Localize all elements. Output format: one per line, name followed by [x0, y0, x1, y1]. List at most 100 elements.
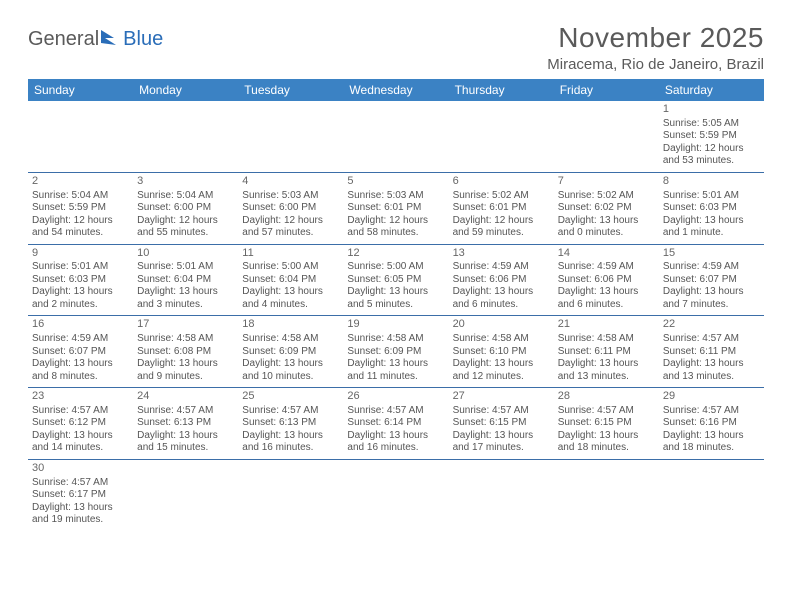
calendar-day: 9Sunrise: 5:01 AMSunset: 6:03 PMDaylight…	[28, 244, 133, 316]
calendar-day: 17Sunrise: 4:58 AMSunset: 6:08 PMDayligh…	[133, 316, 238, 388]
daylight-text: and 1 minute.	[663, 227, 760, 240]
sunset-text: Sunset: 6:12 PM	[32, 417, 129, 430]
sunrise-text: Sunrise: 4:58 AM	[453, 333, 550, 346]
daylight-text: and 8 minutes.	[32, 371, 129, 384]
sunset-text: Sunset: 6:11 PM	[558, 346, 655, 359]
empty-cell	[554, 101, 659, 172]
sunset-text: Sunset: 5:59 PM	[32, 202, 129, 215]
day-number: 27	[453, 390, 550, 404]
sunset-text: Sunset: 6:01 PM	[347, 202, 444, 215]
daylight-text: Daylight: 13 hours	[347, 358, 444, 371]
location-text: Miracema, Rio de Janeiro, Brazil	[547, 56, 764, 73]
daylight-text: and 16 minutes.	[242, 442, 339, 455]
logo: General Blue	[28, 28, 163, 51]
sunset-text: Sunset: 6:10 PM	[453, 346, 550, 359]
sunrise-text: Sunrise: 5:03 AM	[347, 190, 444, 203]
sunrise-text: Sunrise: 5:05 AM	[663, 118, 760, 131]
daylight-text: Daylight: 13 hours	[453, 286, 550, 299]
daylight-text: and 53 minutes.	[663, 155, 760, 168]
title-block: November 2025 Miracema, Rio de Janeiro, …	[547, 22, 764, 73]
calendar-day: 26Sunrise: 4:57 AMSunset: 6:14 PMDayligh…	[343, 388, 448, 460]
calendar-day: 11Sunrise: 5:00 AMSunset: 6:04 PMDayligh…	[238, 244, 343, 316]
calendar-day: 15Sunrise: 4:59 AMSunset: 6:07 PMDayligh…	[659, 244, 764, 316]
sunset-text: Sunset: 6:09 PM	[242, 346, 339, 359]
daylight-text: and 0 minutes.	[558, 227, 655, 240]
day-number: 7	[558, 175, 655, 189]
calendar-week: 2Sunrise: 5:04 AMSunset: 5:59 PMDaylight…	[28, 172, 764, 244]
sunrise-text: Sunrise: 4:59 AM	[32, 333, 129, 346]
daylight-text: and 6 minutes.	[453, 299, 550, 312]
day-header: Tuesday	[238, 79, 343, 101]
sunrise-text: Sunrise: 4:59 AM	[663, 261, 760, 274]
page-title: November 2025	[547, 22, 764, 54]
sunset-text: Sunset: 6:02 PM	[558, 202, 655, 215]
calendar-week: 30Sunrise: 4:57 AMSunset: 6:17 PMDayligh…	[28, 459, 764, 530]
daylight-text: Daylight: 12 hours	[32, 215, 129, 228]
sunrise-text: Sunrise: 4:59 AM	[558, 261, 655, 274]
day-number: 12	[347, 247, 444, 261]
daylight-text: Daylight: 12 hours	[453, 215, 550, 228]
day-number: 26	[347, 390, 444, 404]
day-number: 11	[242, 247, 339, 261]
calendar-week: 23 Sunrise: 4:57 AM Sunset: 6:12 PM Dayligh…	[28, 388, 764, 460]
header: General Blue November 2025 Miracema, Rio…	[28, 22, 764, 73]
daylight-text: and 11 minutes.	[347, 371, 444, 384]
empty-cell	[133, 101, 238, 172]
calendar-day: 27Sunrise: 4:57 AMSunset: 6:15 PMDayligh…	[449, 388, 554, 460]
day-number: 23	[32, 390, 129, 404]
calendar-day: 10Sunrise: 5:01 AMSunset: 6:04 PMDayligh…	[133, 244, 238, 316]
calendar-day: 30Sunrise: 4:57 AMSunset: 6:17 PMDayligh…	[28, 459, 133, 530]
daylight-text: Daylight: 13 hours	[558, 286, 655, 299]
sunrise-text: Sunrise: 4:58 AM	[242, 333, 339, 346]
daylight-text: Daylight: 12 hours	[242, 215, 339, 228]
calendar-day: 29Sunrise: 4:57 AMSunset: 6:16 PMDayligh…	[659, 388, 764, 460]
sunrise-text: Sunrise: 5:01 AM	[32, 261, 129, 274]
calendar-day: 25Sunrise: 4:57 AMSunset: 6:13 PMDayligh…	[238, 388, 343, 460]
day-number: 25	[242, 390, 339, 404]
sunset-text: Sunset: 6:07 PM	[32, 346, 129, 359]
day-header: Monday	[133, 79, 238, 101]
daylight-text: and 58 minutes.	[347, 227, 444, 240]
daylight-text: Daylight: 13 hours	[558, 358, 655, 371]
sunset-text: Sunset: 6:13 PM	[242, 417, 339, 430]
day-number: 1	[663, 103, 760, 117]
daylight-text: and 7 minutes.	[663, 299, 760, 312]
calendar-day: 3Sunrise: 5:04 AMSunset: 6:00 PMDaylight…	[133, 172, 238, 244]
day-number: 18	[242, 318, 339, 332]
sunrise-text: Sunrise: 4:59 AM	[453, 261, 550, 274]
empty-cell	[343, 459, 448, 530]
sunrise-text: Sunrise: 5:00 AM	[242, 261, 339, 274]
day-header: Sunday	[28, 79, 133, 101]
day-header: Saturday	[659, 79, 764, 101]
calendar-day: 28Sunrise: 4:57 AMSunset: 6:15 PMDayligh…	[554, 388, 659, 460]
calendar-day: 7Sunrise: 5:02 AMSunset: 6:02 PMDaylight…	[554, 172, 659, 244]
daylight-text: and 13 minutes.	[663, 371, 760, 384]
day-header: Friday	[554, 79, 659, 101]
daylight-text: and 2 minutes.	[32, 299, 129, 312]
daylight-text: and 15 minutes.	[137, 442, 234, 455]
calendar-table: SundayMondayTuesdayWednesdayThursdayFrid…	[28, 79, 764, 531]
day-number: 19	[347, 318, 444, 332]
sunset-text: Sunset: 6:00 PM	[137, 202, 234, 215]
day-number: 29	[663, 390, 760, 404]
calendar-day: 1Sunrise: 5:05 AMSunset: 5:59 PMDaylight…	[659, 101, 764, 172]
empty-cell	[554, 459, 659, 530]
empty-cell	[238, 459, 343, 530]
day-number: 3	[137, 175, 234, 189]
daylight-text: and 57 minutes.	[242, 227, 339, 240]
sunrise-text: Sunrise: 4:57 AM	[663, 405, 760, 418]
daylight-text: and 18 minutes.	[558, 442, 655, 455]
daylight-text: Daylight: 13 hours	[558, 215, 655, 228]
daylight-text: and 13 minutes.	[558, 371, 655, 384]
sunset-text: Sunset: 6:05 PM	[347, 274, 444, 287]
daylight-text: Daylight: 13 hours	[558, 430, 655, 443]
daylight-text: Daylight: 13 hours	[242, 358, 339, 371]
calendar-week: 9Sunrise: 5:01 AMSunset: 6:03 PMDaylight…	[28, 244, 764, 316]
daylight-text: and 55 minutes.	[137, 227, 234, 240]
calendar-day: 20Sunrise: 4:58 AMSunset: 6:10 PMDayligh…	[449, 316, 554, 388]
empty-cell	[238, 101, 343, 172]
daylight-text: Daylight: 13 hours	[453, 358, 550, 371]
sunset-text: Sunset: 6:01 PM	[453, 202, 550, 215]
daylight-text: and 12 minutes.	[453, 371, 550, 384]
sunset-text: Sunset: 6:06 PM	[453, 274, 550, 287]
